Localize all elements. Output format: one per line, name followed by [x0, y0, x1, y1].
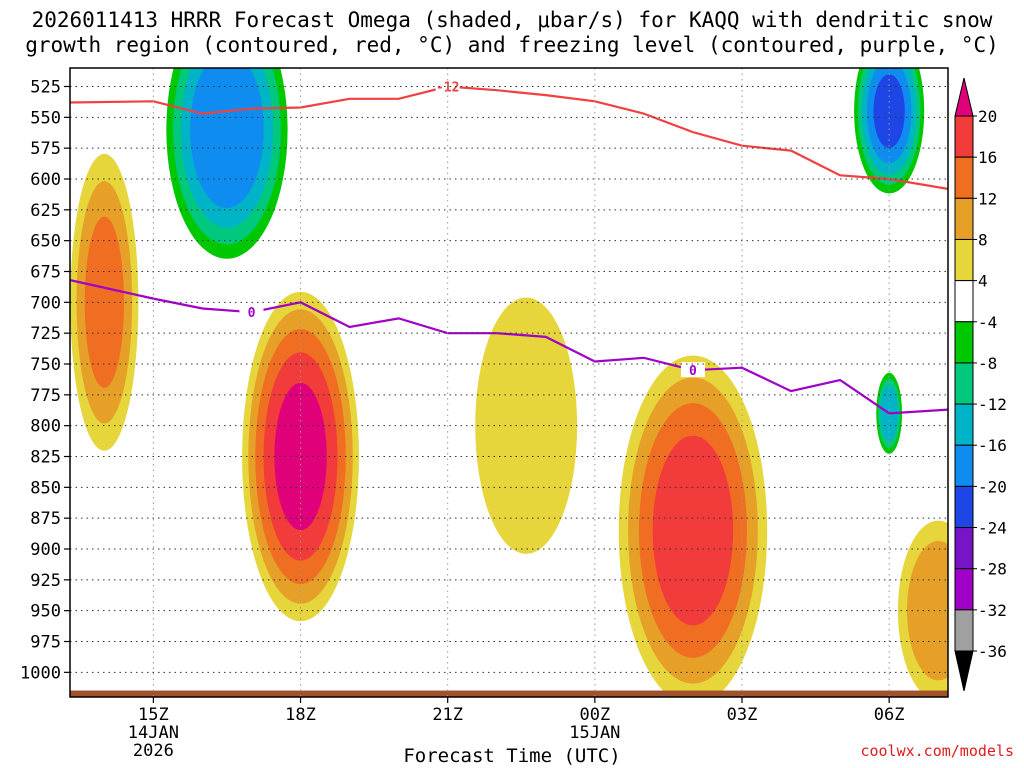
- colorbar-segment: [954, 403, 974, 446]
- x-tick-year: 2026: [133, 741, 174, 761]
- colorbar-segment: [954, 115, 974, 158]
- y-tick-label: 825: [30, 448, 61, 468]
- y-tick-label: 600: [30, 170, 61, 190]
- y-tick-label: 975: [30, 633, 61, 653]
- colorbar-segment: [954, 568, 974, 611]
- y-tick-label: 850: [30, 478, 61, 498]
- colorbar-label: 8: [978, 230, 988, 249]
- colorbar-label: -24: [978, 519, 1007, 538]
- colorbar-segment: [954, 485, 974, 529]
- colorbar-segment: [954, 238, 974, 282]
- grid: [70, 68, 948, 697]
- chart-title-line-1: 2026011413 HRRR Forecast Omega (shaded, …: [31, 8, 993, 32]
- colorbar-label: 20: [978, 107, 997, 126]
- contour-label: 0: [248, 306, 256, 321]
- x-tick-label: 06Z: [874, 705, 905, 725]
- y-tick-label: 525: [30, 78, 61, 98]
- colorbar-label: -36: [978, 642, 1007, 661]
- x-tick-label: 00Z: [579, 705, 610, 725]
- colorbar: 20 16 12 8 4 -4 -8 -12 -16 -20 -24 -28 -32 -36: [954, 77, 1007, 692]
- y-tick-label: 775: [30, 386, 61, 406]
- plot-frame: [69, 67, 949, 698]
- omega-contour-4: [475, 297, 578, 554]
- colorbar-bottom-arrow: [954, 650, 974, 692]
- colorbar-label: -12: [978, 395, 1007, 414]
- contour-label: -12: [436, 81, 459, 96]
- y-tick-label: 625: [30, 201, 61, 221]
- omega-feature-upward-right-edge: [897, 520, 948, 697]
- x-tick-label: 21Z: [432, 705, 463, 725]
- y-axis: 525 550 575 600 625 650 675 700 725 750 775 800 825 8…: [20, 78, 70, 683]
- colorbar-segment: [954, 197, 974, 240]
- omega-contour-16: [652, 435, 734, 626]
- omega-contour-20: [274, 382, 327, 531]
- y-tick-label: 675: [30, 263, 61, 283]
- y-tick-label: 925: [30, 571, 61, 591]
- colorbar-top-arrow: [954, 77, 974, 117]
- y-tick-label: 800: [30, 417, 61, 437]
- colorbar-label: 12: [978, 189, 997, 208]
- colorbar-segment: [954, 362, 974, 405]
- surface-terrain: [70, 690, 948, 697]
- y-tick-label: 725: [30, 324, 61, 344]
- omega-feature-downward-upper-06z: [854, 68, 925, 194]
- omega-contour-8: [906, 540, 948, 681]
- dendritic-growth-line: [70, 85, 948, 190]
- omega-feature-upward-core-18z: [242, 291, 359, 622]
- y-tick-label: 550: [30, 108, 61, 128]
- colorbar-label: -4: [978, 313, 997, 332]
- colorbar-label: -8: [978, 354, 997, 373]
- credit-link[interactable]: coolwx.com/models: [860, 742, 1014, 760]
- y-tick-label: 900: [30, 540, 61, 560]
- colorbar-segment: [954, 527, 974, 570]
- x-tick-date: 15JAN: [569, 723, 620, 743]
- colorbar-segment: [954, 280, 974, 323]
- y-tick-label: 1000: [20, 663, 61, 683]
- omega-feature-upward-lobe-23z: [475, 297, 578, 554]
- x-tick-label: 03Z: [727, 705, 758, 725]
- contour-label-box: [239, 304, 264, 320]
- y-tick-label: 875: [30, 509, 61, 529]
- chart-title-line-2: growth region (contoured, red, °C) and f…: [25, 33, 999, 57]
- colorbar-segment: [954, 321, 974, 364]
- y-tick-label: 950: [30, 602, 61, 622]
- colorbar-segment: [954, 444, 974, 487]
- omega-contour-neg16: [190, 68, 264, 208]
- omega-feature-downward-upper-16z: [166, 68, 288, 259]
- colorbar-label: -16: [978, 436, 1007, 455]
- contour-label-box: [680, 362, 705, 378]
- x-tick-date: 14JAN: [128, 723, 179, 743]
- omega-feature-upward-core-02z: [618, 355, 768, 697]
- omega-contour-neg20: [873, 74, 905, 148]
- colorbar-segment: [954, 156, 974, 199]
- colorbar-label: 4: [978, 272, 988, 291]
- x-tick-label: 18Z: [285, 705, 316, 725]
- colorbar-segment: [954, 609, 974, 652]
- x-tick-label: 15Z: [138, 705, 169, 725]
- y-tick-label: 750: [30, 355, 61, 375]
- colorbar-label: -20: [978, 477, 1007, 496]
- colorbar-label: 16: [978, 148, 997, 167]
- colorbar-label: -28: [978, 560, 1007, 579]
- y-tick-label: 650: [30, 232, 61, 252]
- omega-field: -12 0 0: [70, 68, 948, 697]
- x-axis-label: Forecast Time (UTC): [403, 745, 621, 767]
- contour-label: 0: [689, 364, 697, 379]
- y-tick-label: 575: [30, 139, 61, 159]
- colorbar-label: -32: [978, 601, 1007, 620]
- y-tick-label: 700: [30, 293, 61, 313]
